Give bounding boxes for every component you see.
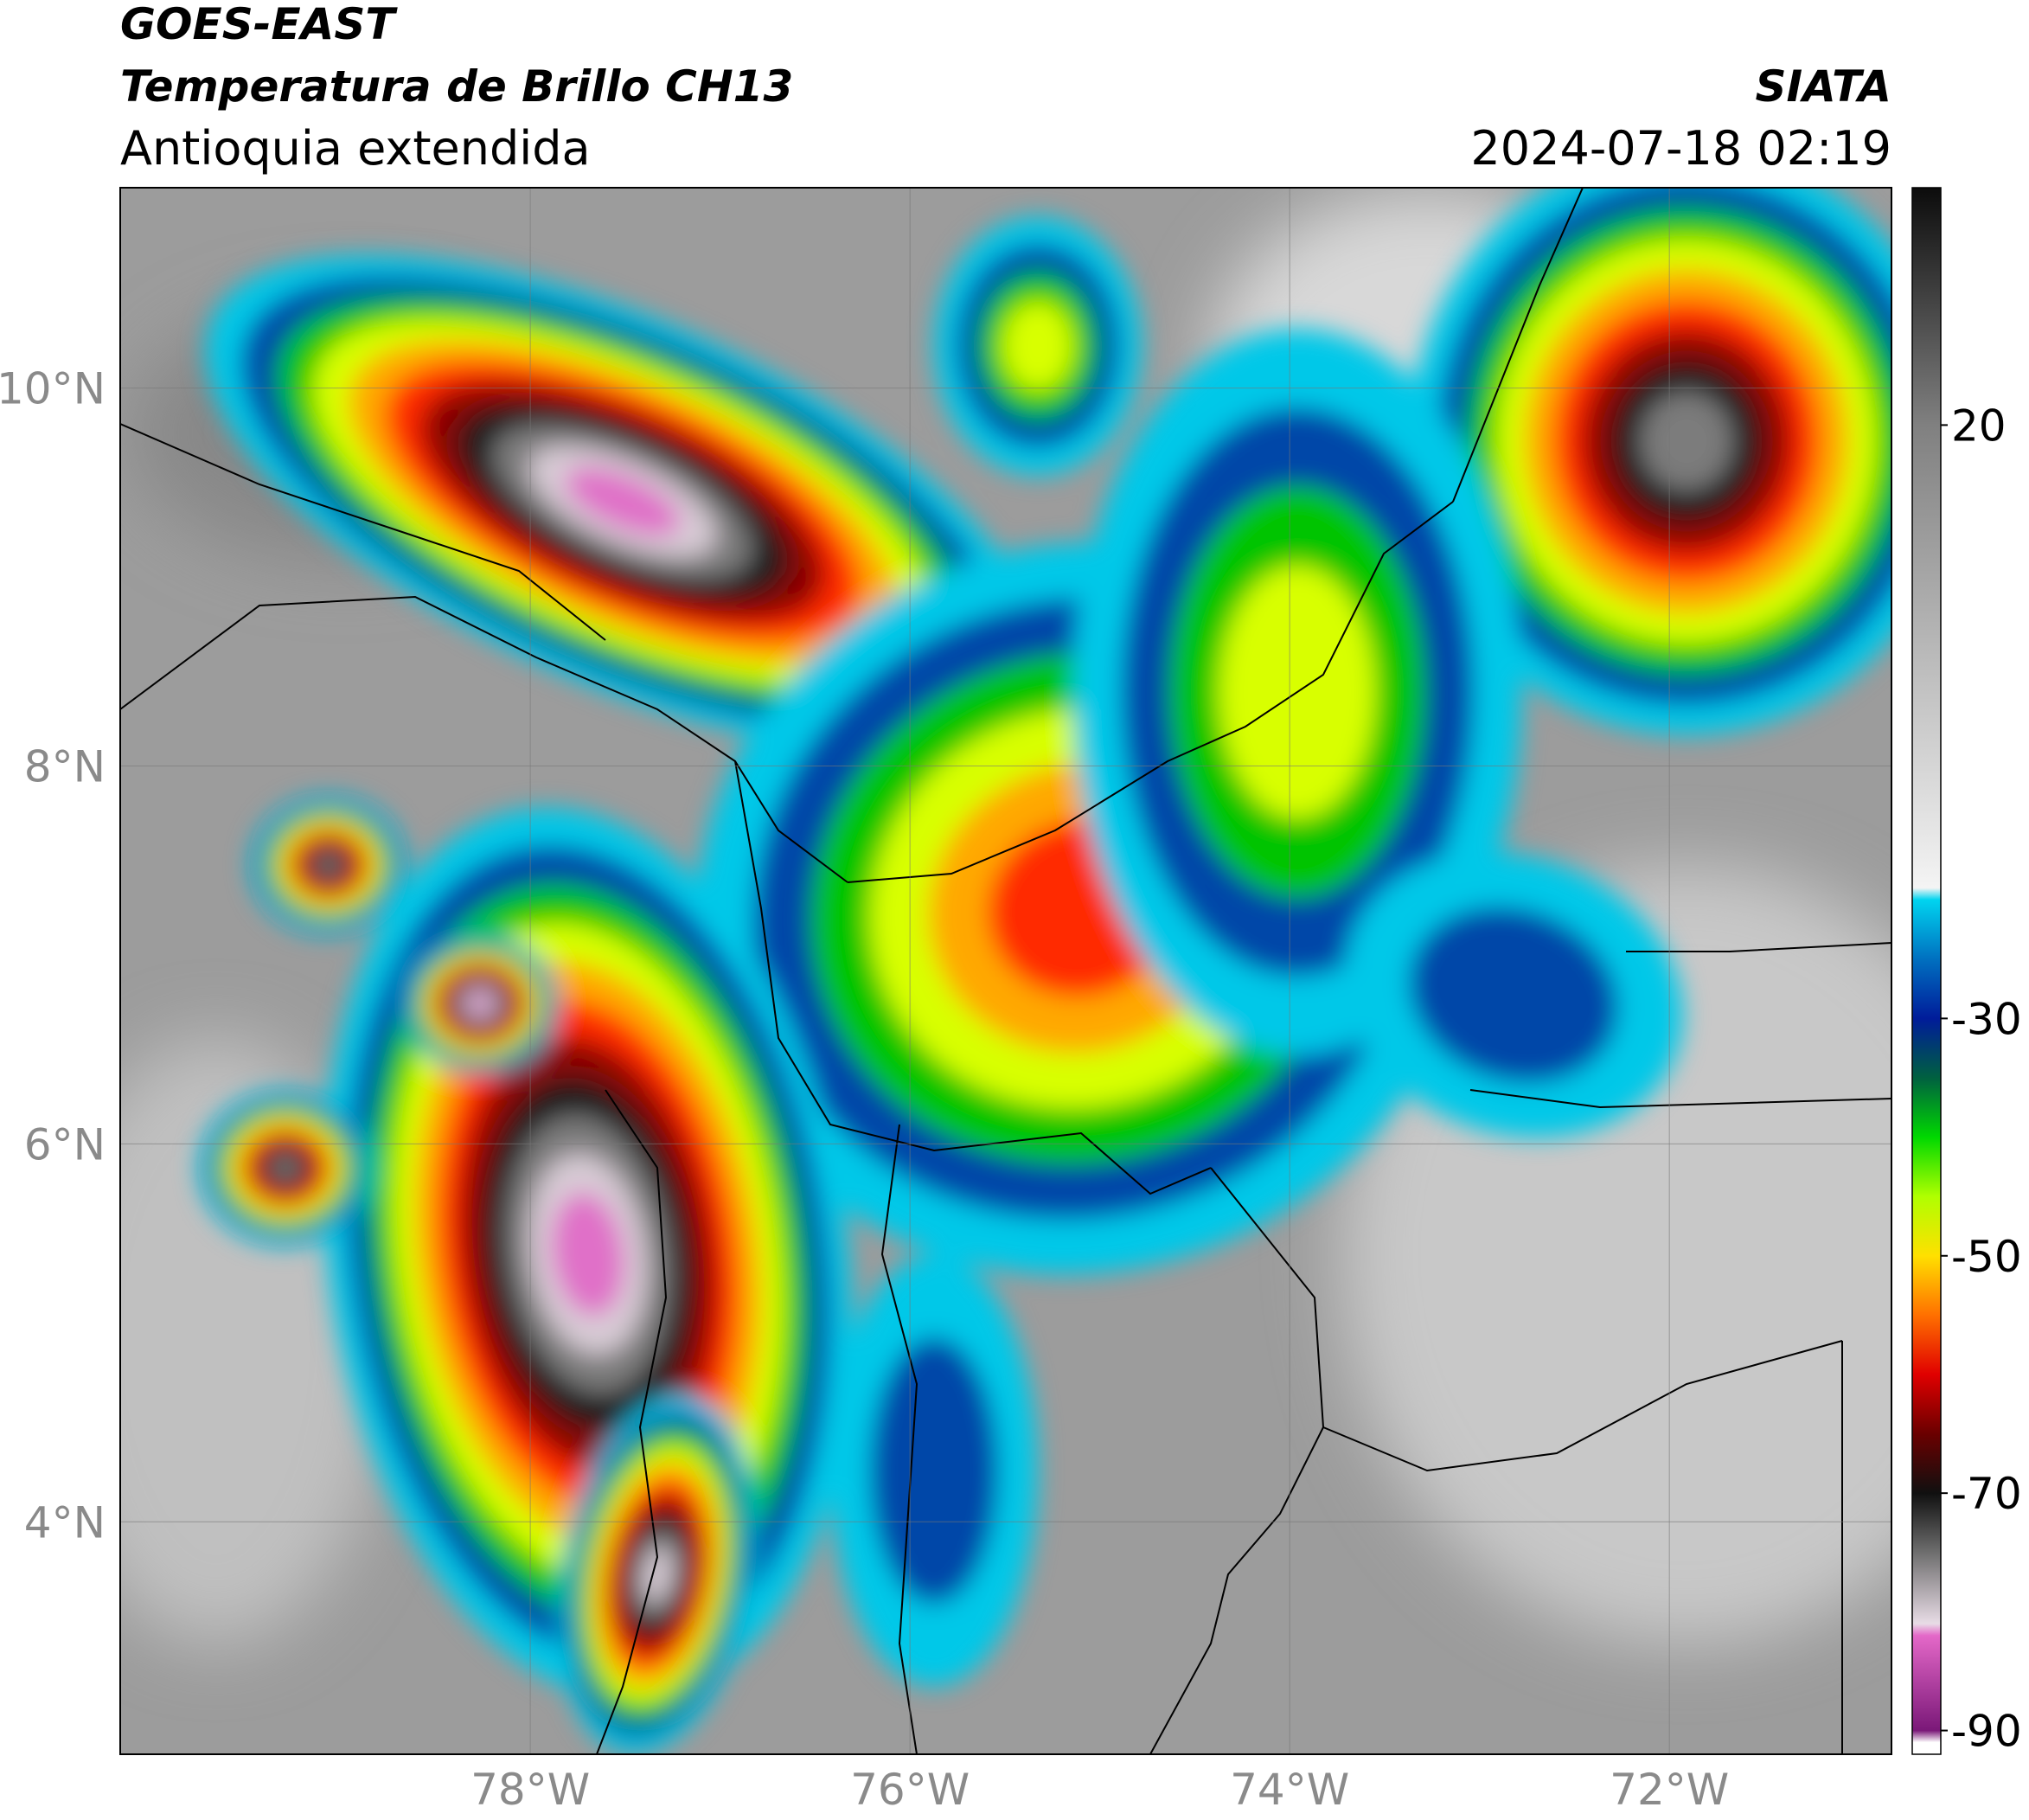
cloud-layer [316, 853, 342, 877]
cloud-layer [1002, 300, 1074, 392]
lon-tick-label: 76°W [850, 1765, 970, 1815]
lat-tick-label: 6°N [24, 1119, 106, 1170]
map-frame [119, 187, 1892, 1755]
cloud-layer [1409, 907, 1618, 1083]
colorbar-tick-label: -50 [1951, 1232, 2022, 1282]
cloud-layer [1640, 392, 1733, 490]
borders [120, 188, 1891, 1754]
lon-tick-label: 72°W [1610, 1765, 1729, 1815]
colorbar [1911, 187, 1942, 1755]
lon-tick-label: 78°W [470, 1765, 590, 1815]
colorbar-tick-label: 20 [1951, 401, 2007, 451]
cloud-tops [199, 188, 1891, 1754]
cloud-layer [271, 1155, 300, 1181]
colorbar-tick-label: -30 [1951, 994, 2022, 1044]
cloud-layer [870, 1337, 998, 1604]
satellite-image [120, 188, 1891, 1754]
lon-tick-label: 74°W [1230, 1765, 1349, 1815]
axes: 78°W 76°W 74°W 72°W 4°N 6°N 8°N 10°N 20 -30 -50 -70… [0, 364, 2022, 1815]
lat-tick-label: 4°N [24, 1497, 106, 1548]
graticule [120, 188, 1891, 1754]
colorbar-tick-label: -90 [1951, 1707, 2022, 1757]
source: SIATA [1756, 61, 1891, 112]
datetime: 2024-07-18 02:19 [1470, 121, 1891, 176]
colorbar-tick-label: -70 [1951, 1469, 2022, 1519]
title: GOES-EAST [120, 0, 398, 49]
lat-tick-label: 10°N [0, 364, 106, 414]
subtitle: Temperatura de Brillo CH13 [120, 61, 793, 112]
cloud-layer [469, 993, 491, 1014]
cloud-layer [565, 467, 681, 536]
lat-tick-label: 8°N [24, 741, 106, 791]
cloud-layer [551, 1192, 625, 1317]
region: Antioquia extendida [120, 121, 591, 176]
